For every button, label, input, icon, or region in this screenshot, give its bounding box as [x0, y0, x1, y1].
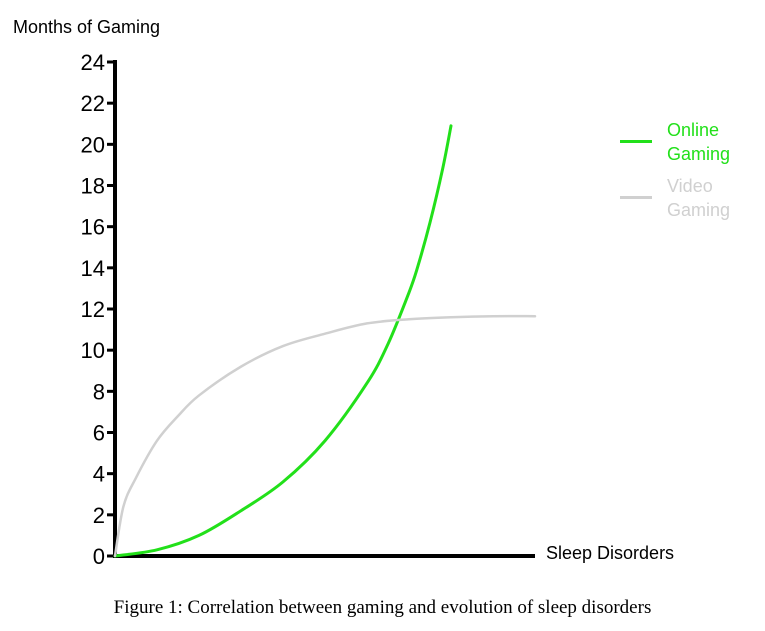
series-lines [113, 124, 537, 558]
y-tick-label: 14 [81, 256, 105, 281]
y-tick-label: 6 [93, 421, 105, 446]
legend-label: Online Gaming [667, 120, 731, 164]
legend-label: Video Gaming [667, 176, 731, 220]
y-tick-label: 10 [81, 338, 105, 363]
y-tick-label: 16 [81, 215, 105, 240]
figure-caption: Figure 1: Correlation between gaming and… [113, 597, 652, 618]
y-tick-label: 22 [81, 91, 105, 116]
legend: Online Gaming Video Gaming [620, 118, 757, 230]
y-tick-label: 8 [93, 379, 105, 404]
axes [113, 60, 535, 558]
y-tick-label: 12 [81, 297, 105, 322]
legend-swatch [620, 196, 652, 199]
legend-item: Online Gaming [620, 118, 757, 166]
y-axis-label: Months of Gaming [13, 17, 161, 37]
legend-swatch [620, 140, 652, 143]
x-axis-label: Sleep Disorders [546, 543, 675, 563]
y-tick-label: 20 [81, 132, 105, 157]
series-line-online-gaming [113, 124, 453, 558]
y-tick-label: 24 [81, 50, 105, 75]
y-tick-label: 0 [93, 544, 105, 569]
legend-item: Video Gaming [620, 174, 757, 222]
y-tick-label: 18 [81, 174, 105, 199]
y-tick-label: 4 [93, 462, 105, 487]
series-line-video-gaming [113, 314, 537, 558]
y-tick-label: 2 [93, 503, 105, 528]
